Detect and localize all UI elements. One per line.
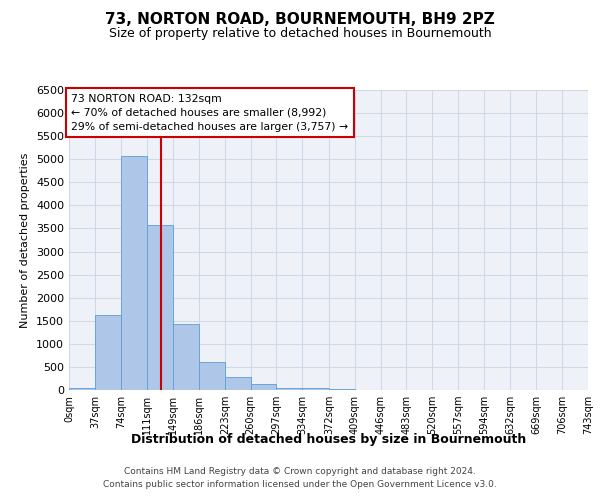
Text: 73 NORTON ROAD: 132sqm
← 70% of detached houses are smaller (8,992)
29% of semi-: 73 NORTON ROAD: 132sqm ← 70% of detached… <box>71 94 348 132</box>
Y-axis label: Number of detached properties: Number of detached properties <box>20 152 31 328</box>
Bar <box>277 388 302 390</box>
Bar <box>329 389 355 390</box>
Text: Contains HM Land Registry data © Crown copyright and database right 2024.: Contains HM Land Registry data © Crown c… <box>124 468 476 476</box>
Bar <box>251 384 277 390</box>
Bar <box>146 225 173 390</box>
Text: Contains public sector information licensed under the Open Government Licence v3: Contains public sector information licen… <box>103 480 497 489</box>
Bar <box>225 376 251 390</box>
Bar <box>121 156 146 390</box>
Bar <box>95 315 121 390</box>
Bar <box>302 388 329 390</box>
Text: Distribution of detached houses by size in Bournemouth: Distribution of detached houses by size … <box>131 432 526 446</box>
Bar <box>173 324 199 390</box>
Text: Size of property relative to detached houses in Bournemouth: Size of property relative to detached ho… <box>109 28 491 40</box>
Text: 73, NORTON ROAD, BOURNEMOUTH, BH9 2PZ: 73, NORTON ROAD, BOURNEMOUTH, BH9 2PZ <box>105 12 495 28</box>
Bar <box>69 388 95 390</box>
Bar <box>199 362 225 390</box>
